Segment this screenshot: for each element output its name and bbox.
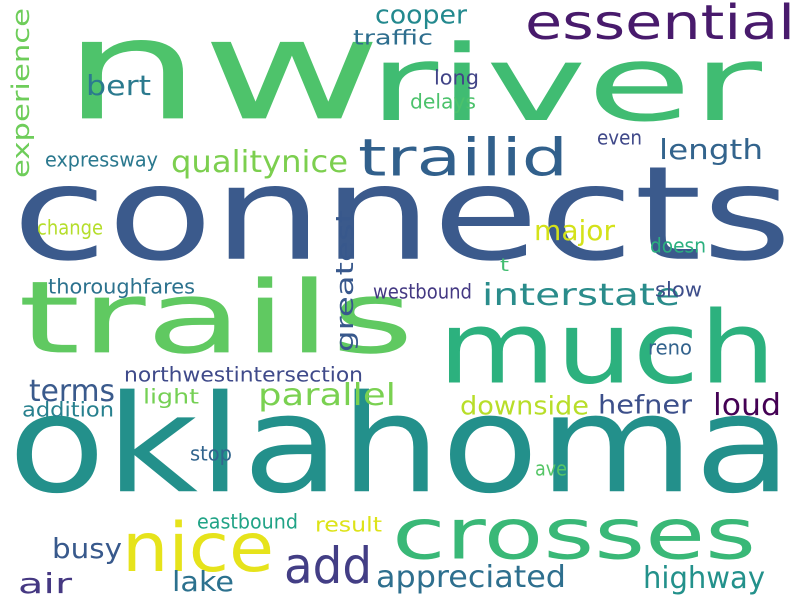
word-slow: slow bbox=[655, 278, 702, 302]
word-eastbound: eastbound bbox=[197, 510, 298, 534]
word-t: t bbox=[500, 253, 509, 276]
word-terms: terms bbox=[29, 373, 115, 409]
word-trails: trails bbox=[18, 259, 415, 377]
word-length: length bbox=[659, 133, 763, 166]
word-delays: delays bbox=[410, 90, 476, 114]
word-nice: nice bbox=[122, 508, 274, 588]
word-change: change bbox=[37, 216, 103, 240]
word-highway: highway bbox=[643, 560, 765, 596]
word-greatest: greatest bbox=[330, 210, 359, 352]
word-nw: nw bbox=[62, 0, 382, 152]
word-downside: downside bbox=[460, 390, 589, 422]
word-result: result bbox=[315, 513, 382, 537]
word-cooper: cooper bbox=[375, 0, 467, 31]
word-reno: reno bbox=[648, 336, 692, 360]
word-much: much bbox=[438, 289, 776, 407]
word-even: even bbox=[597, 126, 642, 150]
word-trailid: trailid bbox=[358, 127, 568, 189]
word-doesn: doesn bbox=[650, 234, 706, 258]
word-traffic: traffic bbox=[353, 26, 433, 50]
word-add: add bbox=[284, 536, 372, 596]
word-addition: addition bbox=[22, 398, 114, 422]
word-hefner: hefner bbox=[598, 389, 692, 421]
word-appreciated: appreciated bbox=[376, 559, 566, 595]
word-expressway: expressway bbox=[45, 148, 158, 172]
word-stop: stop bbox=[190, 442, 232, 466]
word-oklahoma: oklahoma bbox=[8, 366, 792, 524]
word-bert: bert bbox=[86, 69, 151, 102]
word-air: air bbox=[18, 567, 72, 600]
word-essential: essential bbox=[525, 0, 795, 52]
word-qualitynice: qualitynice bbox=[171, 144, 348, 180]
word-lake: lake bbox=[172, 565, 234, 598]
word-connects: connects bbox=[12, 138, 792, 290]
word-light: light bbox=[143, 385, 199, 409]
word-busy: busy bbox=[52, 532, 122, 565]
word-parallel: parallel bbox=[258, 377, 396, 413]
word-ave: ave bbox=[535, 457, 567, 481]
word-interstate: interstate bbox=[482, 277, 680, 313]
word-thoroughfares: thoroughfares bbox=[48, 275, 195, 299]
word-experience: experience bbox=[6, 8, 35, 179]
word-westbound: westbound bbox=[373, 280, 472, 304]
word-long: long bbox=[434, 66, 479, 90]
word-river: river bbox=[368, 23, 762, 146]
word-loud: loud bbox=[713, 387, 781, 423]
word-major: major bbox=[534, 214, 615, 247]
word-crosses: crosses bbox=[392, 494, 756, 576]
word-northwestintersection: northwestintersection bbox=[124, 363, 363, 387]
